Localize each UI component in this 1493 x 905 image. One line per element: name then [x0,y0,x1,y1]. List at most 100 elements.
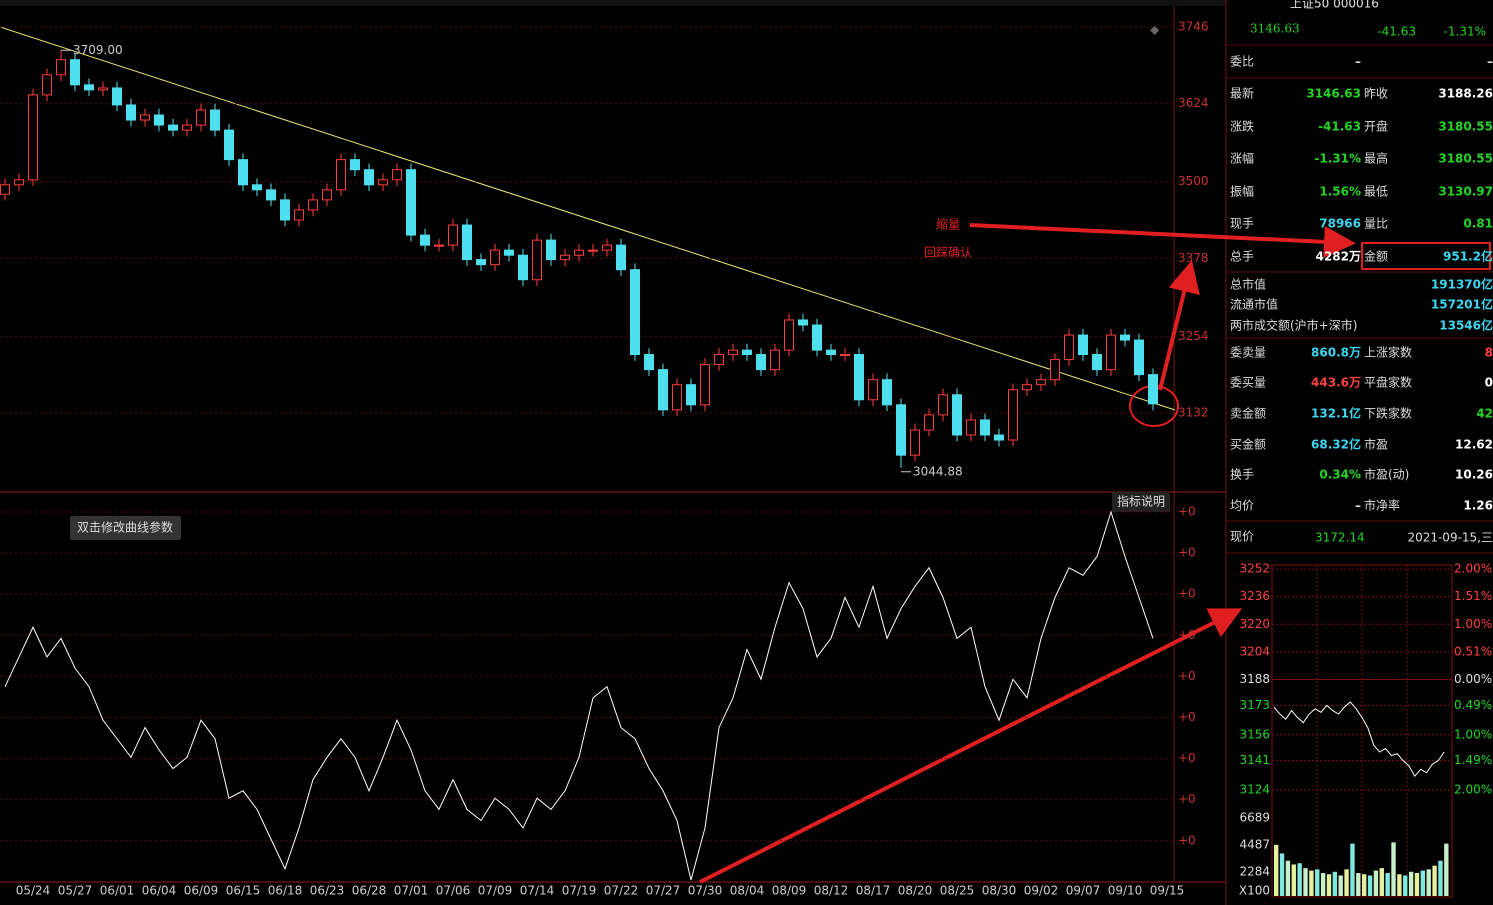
candle-body [840,354,850,357]
field-value: 68.32亿 [1311,437,1361,452]
x-tick-label: 07/01 [394,884,429,898]
volume-bar [1379,868,1384,896]
y-tick-label: 3132 [1178,406,1209,420]
x-tick-label: 08/09 [772,884,807,898]
candle-body [28,94,38,181]
volume-bar [1420,870,1426,896]
candle-body [112,87,122,106]
help-button-label[interactable]: 指标说明 [1117,494,1165,509]
candle-body [1036,379,1046,386]
panel-lines [1226,44,1493,554]
volume-bar [1315,869,1320,896]
candle-body [1148,374,1158,405]
trend-line [0,26,1176,411]
low-label: 3044.88 [913,464,963,478]
volume-bar [1350,843,1355,896]
pct-label: 2.00% [1454,562,1492,576]
candle-body [238,159,248,186]
x-tick-label: 08/17 [856,884,891,898]
candle-body [1106,334,1116,371]
annotation: 缩量 [936,217,960,232]
x-tick-label: 08/20 [898,884,933,898]
candle-body [1022,384,1032,391]
help-button[interactable] [1112,492,1170,512]
field-label: 委卖量 [1230,346,1266,360]
indicator-button-label[interactable]: 双击修改曲线参数 [77,520,173,535]
field-value: 1.26 [1463,499,1493,513]
candle-body [210,109,220,131]
candle-body [196,109,206,126]
candle-body [672,384,682,411]
indicator-line [4,510,1154,881]
volume-tick-label: 4487 [1239,837,1270,851]
indicator-button[interactable] [70,516,181,540]
intraday-date: 2021-09-15,三 [1407,531,1493,545]
field-value: 191370亿 [1431,277,1493,292]
x-tick-label: 08/04 [730,884,765,898]
y-tick-label: 3624 [1178,96,1209,110]
y-tick-label: 3188 [1239,672,1270,686]
field-value: 42 [1476,407,1493,421]
candle-body [686,384,696,406]
candle-body [910,429,920,456]
candle-body [84,84,94,91]
indicator-axis-label: +0 [1178,546,1196,560]
x-tick-label: 06/15 [226,884,261,898]
candle-body [728,349,738,356]
candle-body [1134,339,1144,376]
candle-body [70,59,80,86]
x-tick-label: 08/30 [982,884,1017,898]
candle-body [294,209,304,221]
field-value: 951.2亿 [1443,249,1493,264]
quote-price: 3146.63 [1250,22,1300,36]
volume-bar [1279,853,1285,896]
volume-bar [1391,842,1396,896]
highlight-box [1361,242,1491,270]
candle-body [98,87,108,91]
field-label: 涨跌 [1230,119,1254,134]
high-label: 3709.00 [73,43,123,57]
volume-bar [1291,864,1296,896]
x-tick-label: 09/07 [1066,884,1101,898]
x-tick-label: 06/04 [142,884,177,898]
field-label: 买金额 [1230,437,1266,452]
field-label: 金额 [1364,249,1388,264]
field-label: 市净率 [1364,498,1400,513]
candle-body [350,159,360,171]
field-label: 流通市值 [1230,297,1278,312]
y-tick-label: 3500 [1178,174,1209,188]
y-tick-label: 3124 [1239,783,1270,797]
y-tick-label: 3156 [1239,727,1270,741]
x-tick-label: 08/25 [940,884,975,898]
volume-bar [1303,868,1308,896]
field-value: 78966 [1319,217,1361,231]
x-tick-label: 06/28 [352,884,387,898]
candle-body [742,349,752,356]
field-value: 4282万 [1316,250,1361,264]
candle-body [784,319,794,351]
intraday-frame [1271,564,1453,898]
candle-body [714,354,724,366]
indicator-axis-label: +0 [1178,792,1196,806]
field-value: 0.81 [1463,217,1493,231]
marker: ◆ [1150,23,1160,37]
volume-bar [1414,873,1420,896]
volume-tick-label: 6689 [1239,811,1270,825]
candle-body [490,249,500,266]
candle-body [140,114,150,121]
candle-body [532,239,542,281]
field-value: 0.34% [1319,468,1361,482]
candle-body [630,269,640,356]
candle-body [980,419,990,436]
intraday-line [1273,701,1445,778]
volume-bar [1438,860,1443,896]
field-value: 132.1亿 [1311,406,1361,421]
volume-bar [1285,860,1291,896]
x-tick-label: 06/23 [310,884,345,898]
y-tick-label: 3173 [1239,698,1270,712]
candle-body [882,379,892,406]
y-tick-label: 3141 [1239,753,1270,767]
field-label: 市盈 [1364,437,1388,452]
candle-body [994,434,1004,441]
